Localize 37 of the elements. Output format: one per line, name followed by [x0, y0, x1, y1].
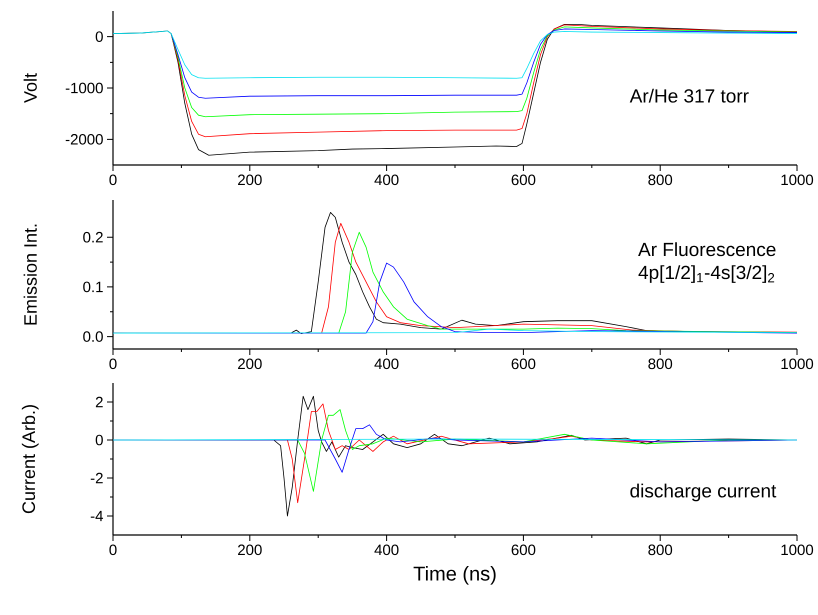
y-tick-label: -1000 [66, 82, 103, 94]
y-tick-label: 0.2 [83, 232, 103, 243]
y-tick-label: -2 [90, 472, 103, 484]
x-tick-label: 800 [648, 174, 672, 186]
x-tick-label: 400 [374, 358, 399, 370]
x-tick-label: 800 [648, 544, 672, 556]
y-tick-label: 0 [96, 31, 103, 42]
x-tick-label: 600 [512, 358, 536, 370]
annotation: 4p[1/2]$_{1}$-4s[3/2]$_{2}$ [638, 265, 774, 283]
line-series [170, 24, 798, 138]
y-axis-title: Emission Int. [24, 224, 37, 325]
y-tick-label: 0 [96, 434, 103, 446]
x-tick-label: 200 [238, 544, 262, 556]
annotation: discharge current [630, 484, 776, 502]
annotation: Ar/He 317 torr [630, 88, 749, 103]
x-tick-label: 200 [238, 174, 262, 186]
y-tick-label: 2 [96, 396, 103, 408]
y-tick-label: -2000 [66, 134, 103, 145]
y-axis-title: Volt [24, 73, 37, 103]
x-tick-label: 200 [238, 358, 262, 370]
x-tick-label: 600 [512, 544, 536, 556]
annotation: Ar Fluorescence [638, 242, 776, 256]
x-tick-label: 0 [109, 358, 117, 370]
x-tick-label: 0 [109, 544, 117, 556]
x-axis-title: Time (ns) [414, 566, 496, 585]
x-tick-label: 1000 [781, 174, 814, 186]
x-tick-label: 1000 [781, 544, 814, 556]
y-axis-title: Current (Arb.) [22, 405, 39, 514]
x-tick-label: 0 [109, 174, 117, 186]
x-tick-label: 600 [512, 174, 536, 186]
x-tick-label: 1000 [781, 358, 814, 370]
y-tick-label: -4 [90, 510, 104, 522]
y-tick-label: 0.1 [83, 282, 103, 292]
y-tick-label: 0.0 [83, 331, 103, 342]
x-tick-label: 400 [374, 544, 399, 556]
x-tick-label: 800 [648, 358, 672, 370]
x-tick-label: 400 [374, 174, 399, 186]
